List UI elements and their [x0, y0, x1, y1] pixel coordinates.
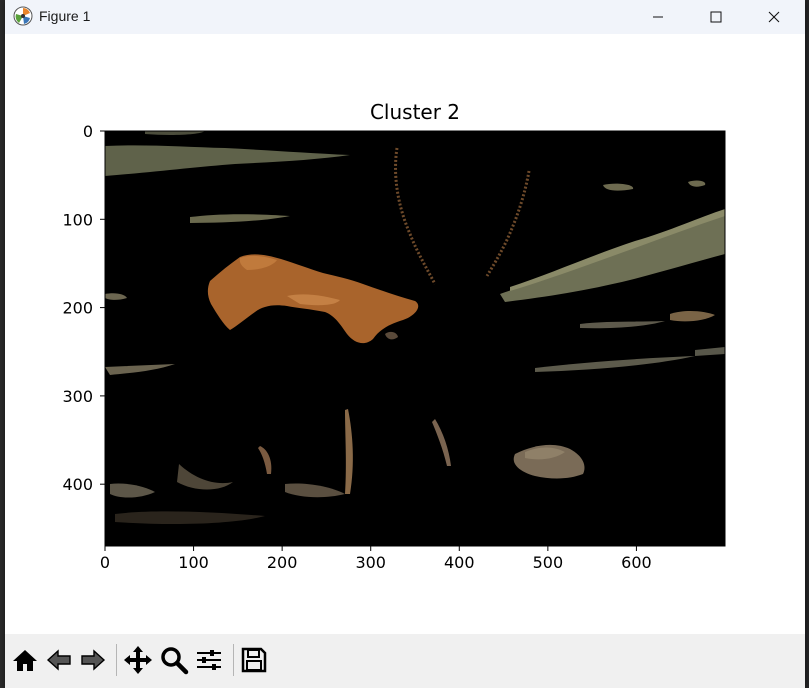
window-title: Figure 1 [39, 8, 91, 24]
home-button[interactable] [7, 642, 43, 678]
axes-frame [104, 130, 726, 547]
y-axis: 0 100 200 300 400 [62, 122, 105, 494]
x-axis: 0 100 200 300 400 500 600 [100, 546, 652, 572]
back-icon [46, 649, 71, 671]
configure-subplots-button[interactable] [191, 642, 227, 678]
save-button[interactable] [236, 642, 272, 678]
x-tick-label: 0 [100, 553, 110, 572]
close-icon [768, 11, 780, 23]
figure-canvas[interactable]: Cluster 2 [5, 34, 805, 634]
y-tick-label: 100 [62, 210, 93, 229]
chart-axes: 0 100 200 300 400 500 600 0 100 200 300 400 [62, 122, 726, 572]
maximize-button[interactable] [687, 0, 745, 34]
matplotlib-icon [13, 6, 33, 26]
minimize-button[interactable] [629, 0, 687, 34]
navigation-toolbar [5, 634, 805, 688]
background-editor-strip-right [805, 0, 809, 688]
minimize-icon [653, 16, 663, 18]
back-button[interactable] [41, 642, 77, 678]
zoom-button[interactable] [156, 642, 192, 678]
x-tick-label: 300 [355, 553, 386, 572]
x-tick-label: 600 [621, 553, 652, 572]
pan-button[interactable] [120, 642, 156, 678]
y-tick-label: 400 [62, 475, 93, 494]
cluster-image [105, 131, 725, 546]
zoom-icon [161, 647, 189, 675]
chart-title: Cluster 2 [369, 100, 461, 124]
home-icon [13, 650, 37, 671]
configure-subplots-icon [197, 650, 221, 670]
x-tick-label: 500 [533, 553, 564, 572]
x-tick-label: 100 [178, 553, 209, 572]
title-bar: Figure 1 [5, 0, 805, 34]
pan-icon [124, 646, 152, 674]
forward-icon [81, 649, 106, 671]
y-tick-label: 200 [62, 299, 93, 318]
figure-window: Figure 1 Cluster 2 [5, 0, 805, 688]
forward-button[interactable] [75, 642, 111, 678]
background-editor-strip [0, 0, 5, 688]
maximize-icon [710, 11, 722, 23]
x-tick-label: 200 [267, 553, 298, 572]
close-button[interactable] [745, 0, 803, 34]
y-tick-label: 300 [62, 387, 93, 406]
toolbar-separator [233, 644, 234, 676]
y-tick-label: 0 [83, 122, 93, 141]
save-icon [241, 647, 267, 673]
toolbar-separator [116, 644, 117, 676]
x-tick-label: 400 [444, 553, 475, 572]
